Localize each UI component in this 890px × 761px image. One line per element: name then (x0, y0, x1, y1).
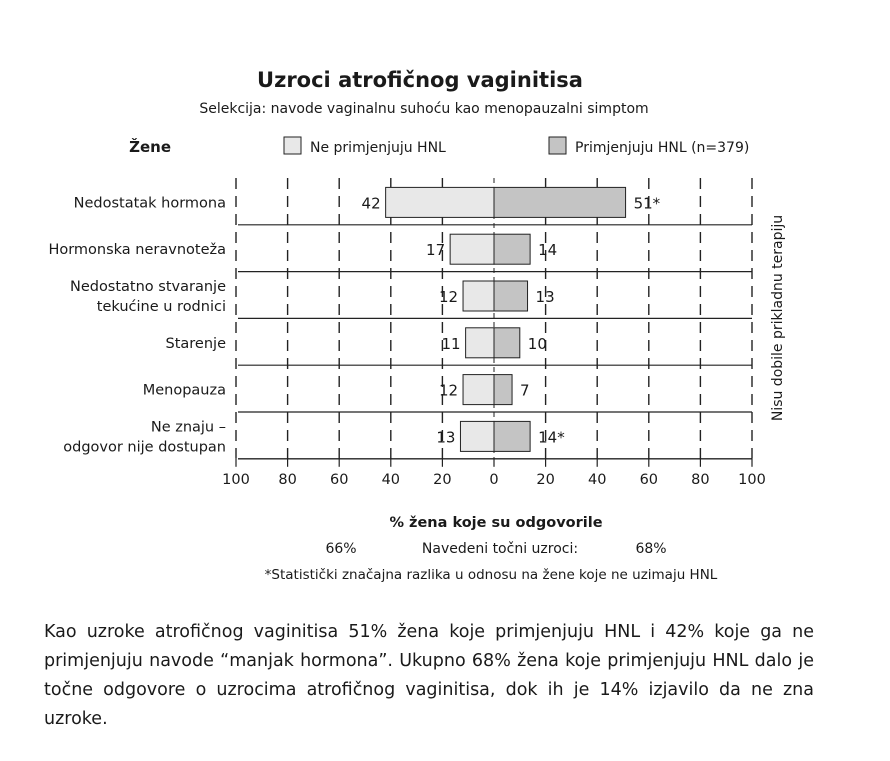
x-tick-label: 60 (330, 472, 348, 488)
footnote: *Statistički značajna razlika u odnosu n… (265, 567, 718, 583)
value-label-left: 13 (436, 428, 455, 446)
value-label-right: 14 (538, 241, 557, 259)
x-tick-label: 40 (588, 472, 606, 488)
value-label-right: 7 (520, 382, 530, 400)
x-tick-label: 40 (382, 472, 400, 488)
category-label: Nedostatak hormona (74, 195, 226, 211)
x-tick-label: 80 (691, 472, 709, 488)
value-label-left: 42 (362, 194, 381, 212)
x-tick-label: 80 (278, 472, 296, 488)
bar-left (459, 420, 495, 452)
x-tick-label: 20 (433, 472, 451, 488)
summary-label: Navedeni točni uzroci: (422, 541, 578, 557)
bar-right (493, 327, 521, 359)
chart-title: Uzroci atrofičnog vaginitisa (257, 68, 583, 92)
value-label-left: 12 (439, 382, 458, 400)
category-label: Nedostatno stvaranje (70, 279, 226, 295)
legend-swatch-1 (548, 136, 567, 155)
bar-right (493, 233, 531, 265)
x-tick-label: 20 (536, 472, 554, 488)
bar-left (465, 327, 495, 359)
caption-text: Kao uzroke atrofičnog vaginitisa 51% žen… (44, 622, 814, 729)
x-axis-label: % žena koje su odgovorile (389, 515, 602, 531)
legend-swatch-0 (283, 136, 302, 155)
category-label: Ne znaju – (151, 419, 226, 435)
x-tick-label: 100 (738, 472, 766, 488)
category-label: Menopauza (143, 383, 226, 399)
summary-left: 66% (325, 541, 356, 557)
value-label-left: 11 (442, 335, 461, 353)
category-label: tekućine u rodnici (97, 299, 226, 315)
value-label-left: 12 (439, 288, 458, 306)
x-tick-label: 60 (640, 472, 658, 488)
legend-label-0: Ne primjenjuju HNL (310, 140, 446, 156)
chart-svg: Žene Ne primjenjuju HNL Primjenjuju HNL (n… (48, 136, 786, 583)
bar-left (449, 233, 495, 265)
value-label-right: 14* (538, 428, 565, 446)
category-label: Hormonska neravnoteža (48, 242, 226, 258)
value-label-right: 10 (528, 335, 547, 353)
value-label-left: 17 (426, 241, 445, 259)
chart-subtitle: Selekcija: navode vaginalnu suhoću kao m… (199, 101, 649, 117)
side-label: Nisu dobile prikladnu terapiju (770, 215, 786, 421)
bar-right (493, 280, 529, 312)
bar-left (462, 280, 495, 312)
value-label-right: 51* (634, 194, 661, 212)
summary-right: 68% (635, 541, 666, 557)
x-tick-label: 0 (489, 472, 498, 488)
category-label: odgovor nije dostupan (63, 439, 226, 455)
value-label-right: 13 (536, 288, 555, 306)
legend-label-1: Primjenjuju HNL (n=379) (575, 140, 749, 156)
x-tick-label: 100 (222, 472, 250, 488)
bar-right (493, 374, 513, 406)
bar-left (462, 374, 495, 406)
bar-right (493, 186, 627, 218)
category-label: Starenje (166, 336, 227, 352)
row-header: Žene (129, 137, 171, 156)
bar-left (385, 186, 495, 218)
bar-right (493, 420, 531, 452)
